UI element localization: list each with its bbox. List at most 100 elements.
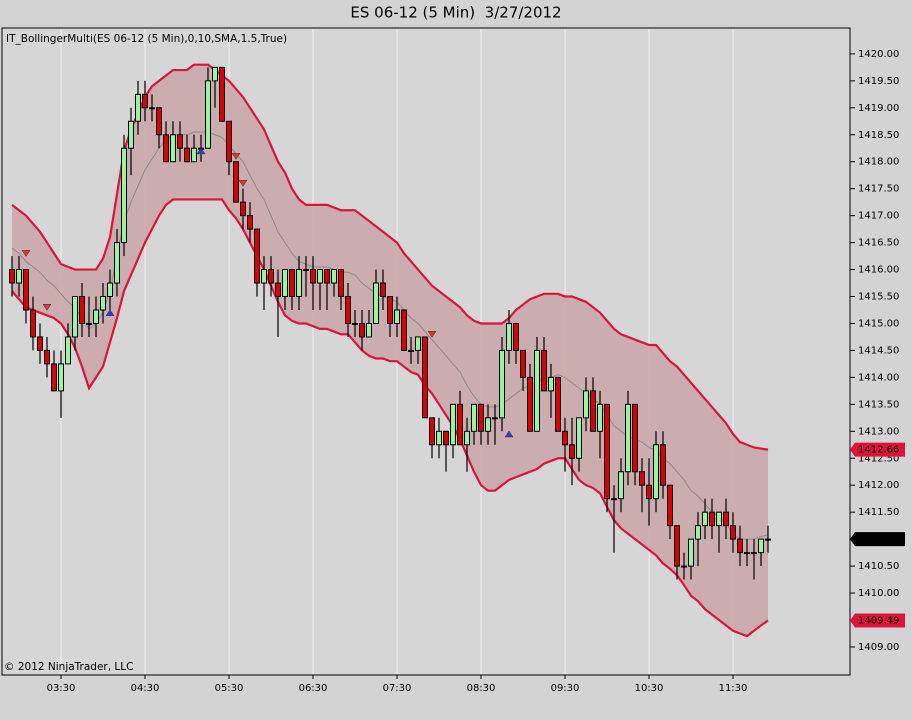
candle-body (44, 349, 50, 365)
candle-body (415, 336, 421, 351)
candle-body (205, 80, 211, 149)
candle-body (499, 349, 505, 419)
candle-body (688, 538, 694, 567)
candle-body (555, 376, 561, 432)
candle-body (128, 120, 134, 149)
candle-body (142, 93, 148, 109)
candle-body (527, 376, 533, 432)
candle-body (30, 309, 36, 338)
y-tick-label: 1416.00 (858, 265, 899, 276)
candle-body (583, 390, 589, 419)
candle-body (282, 269, 288, 298)
y-tick-label: 1414.00 (858, 372, 899, 383)
candle-body (58, 363, 64, 392)
candle-body (275, 282, 281, 298)
candle-body (65, 336, 71, 365)
y-tick-label: 1412.50 (858, 453, 899, 464)
candle-body (737, 538, 743, 554)
candle-body (450, 403, 456, 446)
signal-marker (196, 147, 206, 155)
candle-body (317, 269, 323, 284)
signal-marker (504, 430, 514, 438)
y-tick-label: 1417.00 (858, 211, 899, 222)
candle-body (618, 471, 624, 500)
candle-body (16, 269, 22, 284)
x-tick-label: 10:30 (635, 683, 664, 694)
candle-body (310, 269, 316, 284)
candle-body (478, 403, 484, 432)
x-tick-label: 05:30 (215, 683, 244, 694)
candle-body (51, 363, 57, 392)
candle-body (324, 269, 330, 284)
candle-body (79, 296, 85, 324)
plot-layer: 03:30 04:30 05:30 06:30 07:30 08:30 09:30 10:30… (9, 29, 905, 694)
candle-body (569, 444, 575, 459)
candle-body (541, 349, 547, 392)
x-tick-label: 06:30 (299, 683, 328, 694)
candle-body (352, 322, 358, 325)
candle-body (548, 376, 554, 392)
indicator-label: IT_BollingerMulti(ES 06-12 (5 Min),0,10,… (6, 33, 287, 45)
candle-body (212, 66, 218, 82)
candle-body (149, 107, 155, 110)
candle-body (611, 498, 617, 501)
candle-body (422, 336, 428, 419)
candle-body (520, 349, 526, 378)
candle-body (667, 484, 673, 527)
candle-body (625, 403, 631, 473)
candle-body (331, 269, 337, 284)
signal-marker (105, 309, 115, 316)
candle-body (100, 296, 106, 311)
candle-body (268, 269, 274, 284)
candle-body (471, 403, 477, 432)
candle-body (443, 430, 449, 446)
candle-body (177, 134, 183, 149)
candle-body (240, 201, 246, 217)
candle-body (9, 269, 15, 284)
candle-body (170, 134, 176, 163)
signal-marker (238, 180, 248, 187)
candle-body (695, 525, 701, 540)
candle-body (604, 403, 610, 500)
candle-body (37, 336, 43, 351)
candle-body (233, 161, 239, 203)
candle-body (744, 552, 750, 555)
y-tick-label: 1412.00 (858, 480, 899, 491)
candle-body (135, 93, 141, 122)
candle-body (709, 511, 715, 527)
signal-marker (231, 153, 241, 160)
candle-body (765, 538, 771, 541)
y-tick-label: 1418.00 (858, 157, 899, 168)
candle-body (163, 134, 169, 163)
price-label: 1412.66 (858, 445, 899, 456)
x-tick-label: 04:30 (131, 683, 160, 694)
candle-body (366, 322, 372, 338)
candle-body (345, 296, 351, 324)
candle-body (373, 282, 379, 324)
y-tick-label: 1415.00 (858, 318, 899, 329)
y-tick-label: 1409.00 (858, 642, 899, 653)
candle-body (730, 525, 736, 540)
x-tick-label: 07:30 (383, 683, 412, 694)
candle-body (681, 565, 687, 568)
candle-body (387, 296, 393, 324)
candle-body (506, 322, 512, 351)
candle-body (639, 471, 645, 486)
y-tick-label: 1410.50 (858, 561, 899, 572)
candle-body (121, 147, 127, 244)
x-tick-label: 03:30 (47, 683, 76, 694)
y-tick-label: 1415.50 (858, 292, 899, 303)
signal-marker (427, 330, 437, 338)
band-fill (12, 64, 768, 637)
candle-body (485, 417, 491, 432)
x-tick-label: 08:30 (467, 683, 496, 694)
candle-body (93, 309, 99, 324)
y-tick-label: 1413.00 (858, 426, 899, 437)
signal-marker (21, 250, 31, 257)
y-tick-label: 1413.50 (858, 399, 899, 410)
y-tick-label: 1419.00 (858, 103, 899, 114)
y-tick-label: 1411.50 (858, 507, 899, 518)
candle-body (751, 552, 757, 555)
